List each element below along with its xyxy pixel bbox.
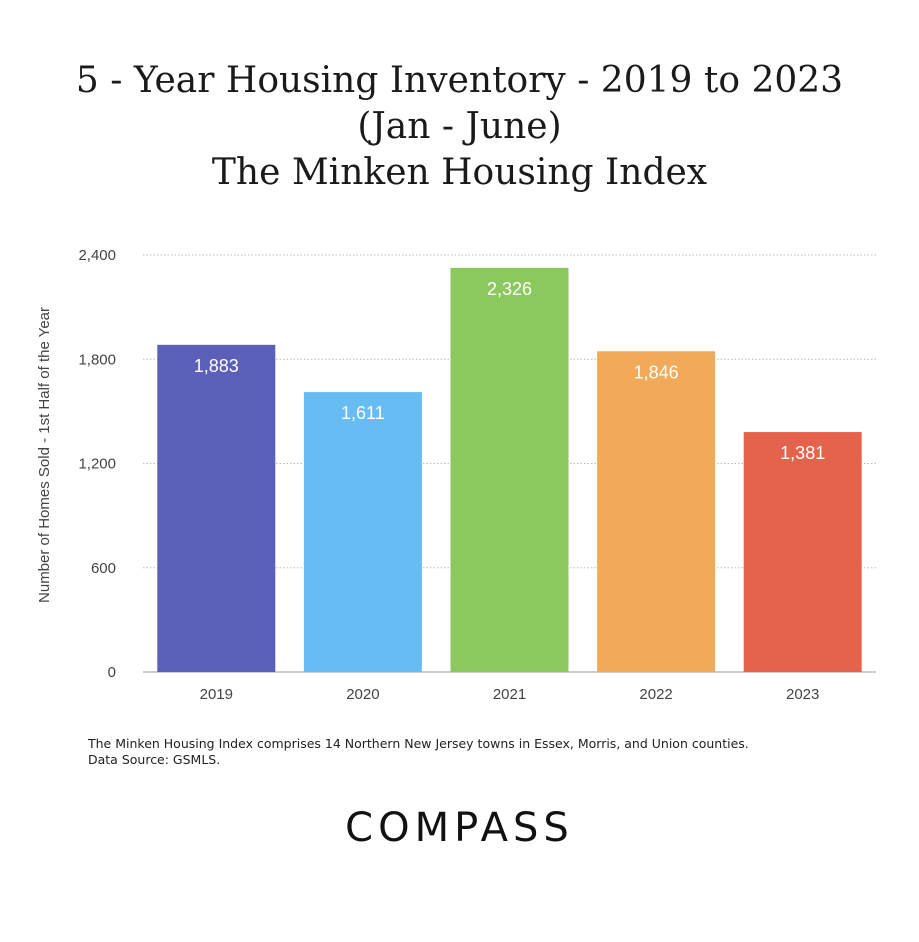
chart-footnote: The Minken Housing Index comprises 14 No…: [88, 736, 888, 768]
chart-subtitle-2: The Minken Housing Index: [211, 152, 708, 193]
bar: [157, 344, 276, 672]
x-tick-label: 2022: [639, 686, 672, 703]
footnote-towns: The Minken Housing Index comprises 14 No…: [88, 736, 749, 751]
bar: [597, 351, 716, 672]
footnote-source: Data Source: GSMLS.: [88, 752, 221, 767]
data-label: 1,611: [341, 403, 385, 423]
y-tick-label: 600: [91, 560, 116, 577]
bar: [450, 267, 569, 672]
y-tick-label: 0: [108, 664, 116, 681]
x-tick-label: 2019: [200, 686, 233, 703]
y-tick-label: 1,800: [78, 351, 116, 368]
data-label: 1,883: [194, 356, 239, 376]
compass-logo: COMPASS: [345, 805, 574, 851]
bar: [743, 432, 862, 672]
bar: [303, 392, 422, 672]
data-label: 2,326: [487, 279, 532, 299]
x-tick-label: 2023: [786, 686, 819, 703]
chart-title: 5 - Year Housing Inventory - 2019 to 202…: [75, 60, 844, 101]
data-label: 1,846: [634, 362, 679, 382]
x-tick-label: 2020: [346, 686, 379, 703]
bar-chart: 0 600 1,200 1,800 2,400 1,883 2019 1,611 2020 2,3…: [36, 247, 876, 703]
y-tick-label: 2,400: [78, 247, 116, 264]
chart-title-block: 5 - Year Housing Inventory - 2019 to 202…: [0, 58, 919, 196]
y-axis-title: Number of Homes Sold - 1st Half of the Y…: [36, 307, 53, 603]
x-tick-label: 2021: [493, 686, 526, 703]
y-tick-label: 1,200: [78, 456, 116, 473]
chart-subtitle: (Jan - June): [357, 106, 562, 147]
data-label: 1,381: [780, 443, 825, 463]
